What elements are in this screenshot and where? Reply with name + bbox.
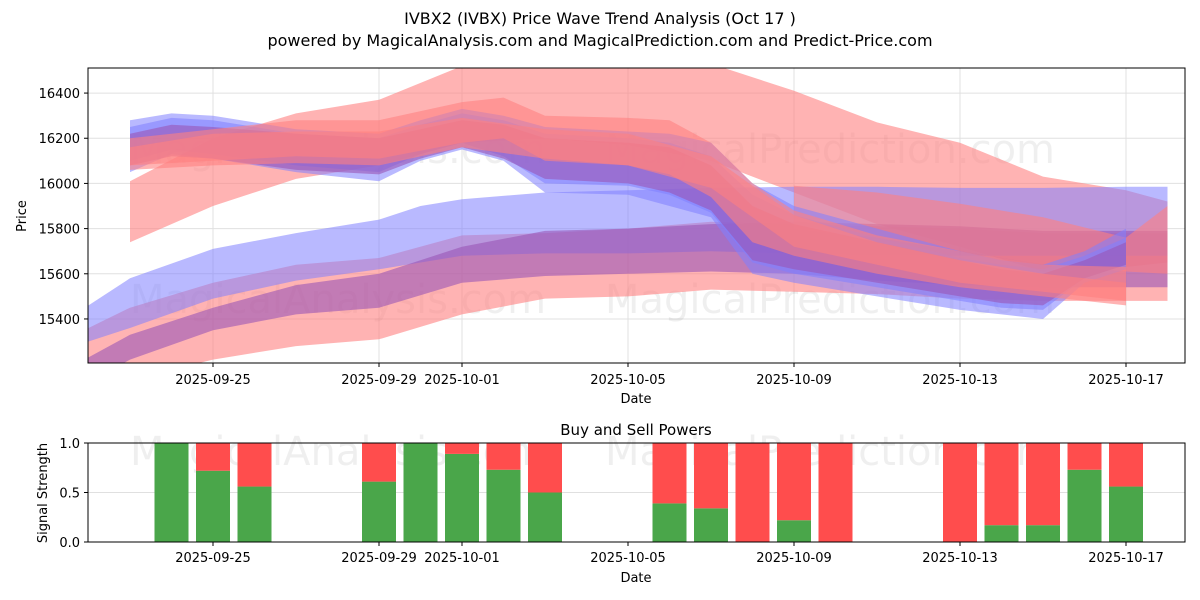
price-x-axis-label: Date — [620, 392, 651, 407]
price-y-tick-label: 16200 — [39, 132, 80, 147]
powers-y-tick-label: 1.0 — [59, 437, 80, 452]
powers-x-tick-label: 2025-09-25 — [175, 551, 251, 566]
price-x-tick-label: 2025-09-25 — [175, 373, 251, 388]
buy-bar — [196, 470, 230, 542]
price-band-wave-5 — [130, 117, 1126, 301]
sell-bar — [777, 443, 811, 521]
powers-title: Buy and Sell Powers — [560, 421, 712, 439]
powers-y-tick-label: 0.0 — [59, 536, 80, 551]
powers-y-tick-label: 0.5 — [59, 487, 80, 502]
sell-bar — [237, 443, 272, 487]
buy-bar — [694, 508, 728, 542]
price-y-tick-label: 15400 — [39, 313, 80, 328]
buy-bar — [1026, 525, 1060, 542]
price-x-tick-label: 2025-10-01 — [424, 373, 500, 388]
sell-bar — [694, 443, 728, 509]
sell-bar — [362, 443, 396, 482]
powers-bars — [154, 443, 1143, 542]
buy-bar — [486, 469, 521, 542]
buy-bar — [362, 481, 396, 542]
sell-bar — [196, 443, 230, 471]
chart-subtitle: powered by MagicalAnalysis.com and Magic… — [267, 31, 933, 50]
buy-bar — [403, 443, 438, 542]
price-x-tick-label: 2025-09-29 — [341, 373, 417, 388]
price-axes: 15400 15600 15800 16000 16200 16400 2025-09-25… — [39, 87, 1164, 388]
sell-bar — [984, 443, 1019, 526]
buy-bar — [984, 525, 1019, 542]
buy-bar — [1109, 486, 1143, 542]
powers-x-tick-label: 2025-10-13 — [922, 551, 998, 566]
sell-bar — [1109, 443, 1143, 487]
powers-x-axis-label: Date — [620, 571, 651, 586]
sell-bar — [1067, 443, 1102, 470]
buy-bar — [528, 492, 562, 542]
powers-x-tick-label: 2025-10-09 — [756, 551, 832, 566]
price-y-tick-label: 15600 — [39, 268, 80, 283]
sell-bar — [1026, 443, 1060, 526]
price-x-tick-label: 2025-10-13 — [922, 373, 998, 388]
price-plot-frame — [87, 67, 1186, 364]
price-x-tick-label: 2025-10-05 — [590, 373, 666, 388]
price-y-tick-label: 16400 — [39, 87, 80, 102]
sell-bar — [818, 443, 853, 542]
powers-axes: 0.0 0.5 1.0 2025-09-25 2025-09-29 2025-10-01 2… — [59, 437, 1163, 566]
sell-bar — [735, 443, 770, 542]
powers-x-tick-label: 2025-10-05 — [590, 551, 666, 566]
price-band-red-decay — [794, 185, 1168, 274]
powers-y-axis-label: Signal Strength — [36, 443, 51, 543]
sell-bar — [528, 443, 562, 493]
price-bands — [88, 68, 1168, 363]
buy-bar — [154, 443, 189, 542]
powers-x-tick-label: 2025-09-29 — [341, 551, 417, 566]
buy-bar — [237, 486, 272, 542]
price-y-axis-label: Price — [15, 200, 30, 232]
sell-bar — [445, 443, 479, 454]
sell-bar — [486, 443, 521, 470]
price-x-tick-label: 2025-10-17 — [1088, 373, 1164, 388]
powers-x-tick-label: 2025-10-01 — [424, 551, 500, 566]
powers-x-tick-label: 2025-10-17 — [1088, 551, 1164, 566]
buy-bar — [445, 453, 479, 542]
chart-title: IVBX2 (IVBX) Price Wave Trend Analysis (… — [404, 9, 796, 28]
sell-bar — [652, 443, 687, 504]
buy-bar — [1067, 469, 1102, 542]
buy-bar — [652, 503, 687, 542]
watermark: MagicalAnalysis.com — [130, 429, 546, 475]
sell-bar — [943, 443, 977, 542]
buy-bar — [777, 520, 811, 542]
price-y-tick-label: 15800 — [39, 223, 80, 238]
price-y-tick-label: 16000 — [39, 177, 80, 192]
price-x-tick-label: 2025-10-09 — [756, 373, 832, 388]
